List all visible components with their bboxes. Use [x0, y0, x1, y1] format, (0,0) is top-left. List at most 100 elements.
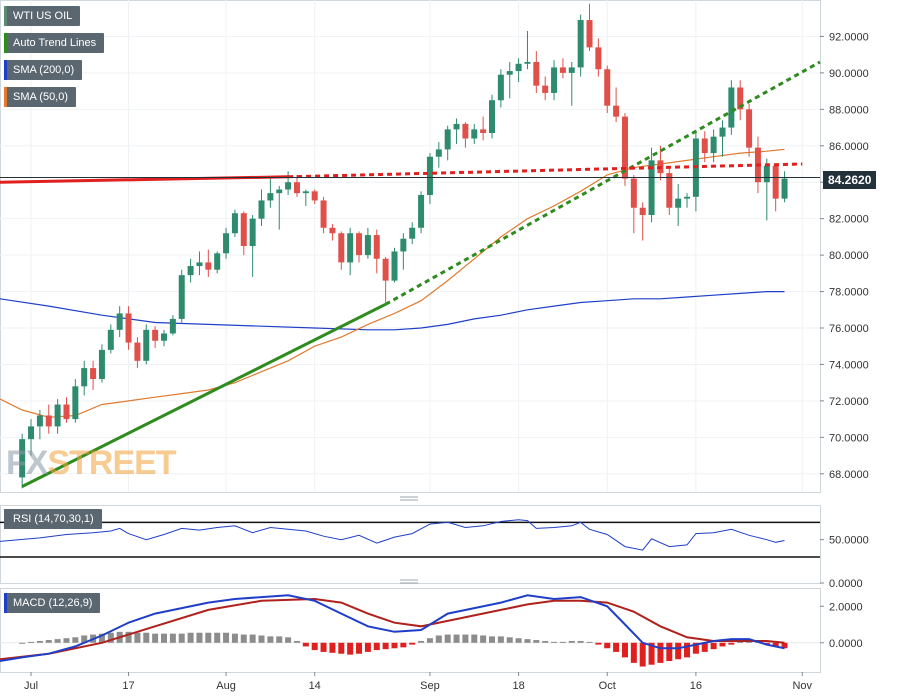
candle-body-68	[621, 116, 628, 179]
macd-hist-bar-68	[621, 642, 628, 658]
current-price-tag: 84.2620	[823, 171, 877, 189]
xtick-label-4: Sep	[420, 680, 440, 692]
candle-body-71	[648, 160, 655, 216]
candle-body-74	[675, 198, 682, 208]
candle-body-10	[107, 329, 114, 350]
macd-hist-bar-7	[81, 635, 88, 643]
macd-hist-bar-1	[28, 641, 35, 643]
candle-body-56	[515, 63, 522, 72]
legend-trend-swatch	[4, 33, 7, 53]
rsi-panel-frame	[0, 505, 821, 584]
macd-hist-bar-78	[710, 642, 717, 650]
macd-hist-bar-12	[125, 631, 132, 643]
candle-body-80	[728, 87, 735, 128]
legend-macd[interactable]: MACD (12,26,9)	[4, 593, 101, 613]
macd-line	[0, 594, 785, 662]
macd-hist-bar-52	[480, 635, 487, 643]
legend-sma50-swatch	[4, 87, 7, 107]
main-ytick-label-12: 92.0000	[829, 31, 869, 43]
candle-body-78	[710, 136, 717, 154]
candle-body-7	[81, 368, 88, 387]
macd-hist-bar-41	[382, 642, 389, 650]
xtick-label-0: Jul	[24, 680, 38, 692]
macd-hist-bar-75	[684, 642, 691, 658]
macd-hist-bar-31	[293, 640, 300, 643]
candle-body-30	[285, 182, 292, 190]
macd-hist-bar-19	[187, 632, 194, 643]
legend-sma200[interactable]: SMA (200,0)	[4, 60, 83, 80]
macd-hist-bar-79	[719, 642, 726, 647]
candle-body-50	[462, 123, 469, 139]
main-ytick-label-5: 78.0000	[829, 287, 869, 299]
macd-hist-bar-58	[533, 640, 540, 643]
macd-hist-bar-72	[657, 642, 664, 663]
macd-hist-bar-16	[161, 633, 167, 643]
macd-hist-bar-64	[586, 641, 593, 643]
xtick-label-2: Aug	[216, 680, 236, 692]
candle-body-6	[72, 386, 79, 420]
macd-hist-bar-27	[258, 635, 265, 643]
main-ytick-label-6: 80.0000	[829, 250, 869, 262]
candle-body-77	[701, 138, 708, 154]
macd-hist-bar-36	[338, 642, 345, 654]
legend-sma200-swatch	[4, 60, 7, 80]
macd-hist-bar-65	[595, 642, 602, 645]
macd-hist-bar-50	[462, 634, 469, 643]
candle-body-31	[293, 182, 300, 194]
macd-hist-bar-26	[249, 634, 256, 643]
candle-body-23	[223, 233, 230, 254]
candle-body-65	[595, 47, 602, 70]
candle-body-44	[409, 227, 416, 239]
candle-body-58	[533, 61, 540, 86]
macd-hist-bar-3	[45, 640, 52, 643]
macd-hist-bar-45	[418, 640, 425, 643]
macd-hist-bar-0	[19, 642, 26, 644]
macd-hist-bar-38	[356, 642, 363, 654]
xtick-label-6: Oct	[599, 680, 616, 692]
macd-hist-bar-20	[196, 632, 203, 643]
candle-body-69	[630, 178, 637, 208]
candle-body-49	[453, 123, 460, 130]
xtick-label-7: 16	[690, 680, 702, 692]
macd-hist-bar-69	[630, 642, 637, 663]
candle-body-55	[506, 71, 513, 75]
candle-body-66	[604, 69, 611, 106]
main-ytick-label-9: 86.0000	[829, 141, 869, 153]
candle-body-8	[90, 368, 97, 380]
macd-hist-bar-39	[364, 642, 371, 652]
macd-hist-bar-63	[577, 640, 584, 643]
candle-body-45	[418, 194, 425, 228]
candle-body-11	[116, 313, 123, 330]
legend-instrument[interactable]: WTI US OIL	[4, 6, 81, 26]
macd-ytick-label-0: 2.0000	[829, 601, 863, 613]
legend-sma50-label: SMA (50,0)	[13, 91, 69, 103]
main-ytick-label-3: 74.0000	[829, 359, 869, 371]
macd-hist-bar-62	[568, 640, 575, 643]
legend-rsi[interactable]: RSI (14,70,30,1)	[4, 509, 102, 529]
candle-body-81	[737, 87, 744, 110]
macd-hist-bar-57	[524, 639, 531, 643]
main-ytick-label-7: 82.0000	[829, 214, 869, 226]
macd-hist-bar-9	[98, 633, 105, 643]
macd-hist-bar-54	[497, 636, 504, 643]
candle-body-37	[347, 233, 354, 263]
legend-macd-swatch	[4, 593, 7, 613]
trend-line-3	[288, 162, 803, 179]
legend-trend-label: Auto Trend Lines	[13, 37, 97, 49]
macd-hist-bar-2	[36, 640, 43, 643]
candle-body-41	[382, 258, 389, 281]
candle-body-53	[489, 100, 495, 134]
candle-body-22	[214, 253, 221, 270]
candle-body-4	[54, 404, 61, 427]
legend-instrument-label: WTI US OIL	[13, 10, 73, 22]
main-ytick-label-1: 70.0000	[829, 432, 869, 444]
candle-body-52	[480, 129, 487, 134]
main-ytick-label-4: 76.0000	[829, 323, 869, 335]
macd-hist-bar-34	[320, 642, 327, 652]
macd-hist-bar-85	[772, 642, 779, 647]
macd-hist-bar-22	[214, 632, 221, 643]
legend-trend-lines[interactable]: Auto Trend Lines	[4, 33, 105, 53]
macd-hist-bar-86	[781, 642, 788, 649]
candle-body-47	[435, 149, 442, 157]
legend-sma50[interactable]: SMA (50,0)	[4, 87, 77, 107]
